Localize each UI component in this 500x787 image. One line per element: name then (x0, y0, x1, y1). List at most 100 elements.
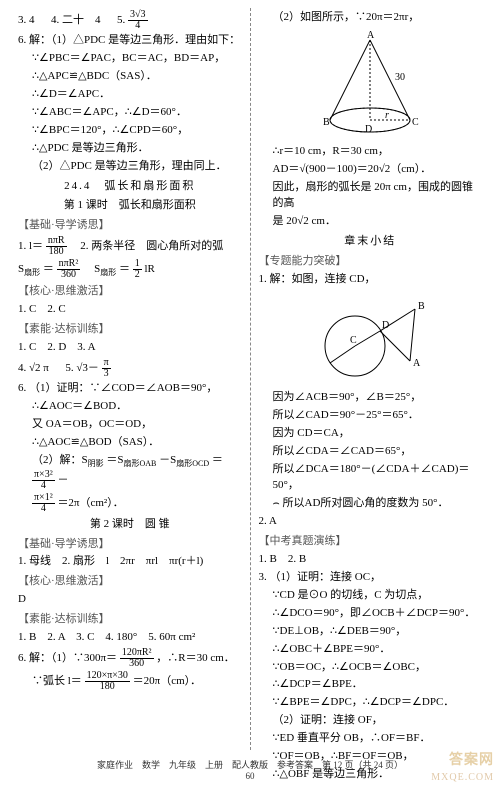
left-column: 3. 4 4. 二十 4 5. 3√3 4 6. 解：（1）△PDC 是等边三角… (12, 8, 248, 750)
text: （2）解：S (32, 454, 88, 466)
text-line: ∵ED 垂直平分 OB，∴OF＝BF． (259, 731, 483, 747)
text-line: ∴∠OBC＋∠BPE＝90°． (259, 642, 483, 658)
column-divider (250, 8, 251, 750)
bracket-heading: 【核心·思维激活】 (18, 574, 242, 590)
item: 3. 4 (18, 14, 35, 26)
text: － (57, 474, 68, 486)
right-column: （2）如图所示，∵20π＝2πr， A B C D r 30 ∴r＝10 cm，… (253, 8, 489, 750)
text-line: S扇形 ＝ nπR² 360 S扇形 ＝ 1 2 lR (18, 259, 242, 280)
svg-text:30: 30 (395, 72, 405, 83)
text-line: 所以∠CAD＝90°－25°＝65°． (259, 408, 483, 424)
text: ＝ (119, 263, 130, 275)
text-line: 3. 4 4. 二十 4 5. 3√3 4 (18, 10, 242, 31)
text: ＝S (106, 454, 123, 466)
bracket-heading: 【中考真题演练】 (259, 534, 483, 550)
text-line: 6. （1）证明：∵∠COD＝∠AOB＝90°， (18, 381, 242, 397)
arc-notation: ⌢ (273, 497, 280, 509)
sub-heading: 第 2 课时 圆 锥 (18, 517, 242, 533)
bracket-heading: 【基础·导学诱思】 (18, 537, 242, 553)
svg-text:C: C (412, 117, 419, 128)
text: lR (144, 263, 154, 275)
text-line: AD＝√(900－100)＝20√2（cm）． (259, 162, 483, 178)
bracket-heading: 【素能·达标训练】 (18, 322, 242, 338)
page-number: 60 (0, 771, 500, 781)
text-line: ∵∠PBC＝∠PAC，BC＝AC，BD＝AP， (18, 51, 242, 67)
text-line: 3. （1）证明：连接 OC， (259, 570, 483, 586)
text: S (83, 263, 100, 275)
fraction: π×3² 4 (32, 470, 55, 491)
text: ＝ (212, 454, 223, 466)
text-line: （2）如图所示，∵20π＝2πr， (259, 10, 483, 26)
watermark: 答案网 (449, 749, 494, 769)
text: －S (159, 454, 176, 466)
svg-text:D: D (365, 124, 372, 135)
text-line: ∵DE⊥OB，∴∠DEB＝90°， (259, 624, 483, 640)
text-line: （2）证明：连接 OF， (259, 713, 483, 729)
fraction: 120πR² 360 (120, 648, 154, 669)
text-line: D (18, 592, 242, 608)
text: ＝ (43, 263, 54, 275)
text: 1. l＝ (18, 240, 43, 252)
svg-text:A: A (367, 30, 375, 41)
text-line: ∵∠ABC＝∠APC，∴∠D＝60°． (18, 105, 242, 121)
fraction: 120×π×30 180 (85, 671, 130, 692)
text-line: ∴∠DCP＝∠BPE． (259, 677, 483, 693)
bracket-heading: 【核心·思维激活】 (18, 284, 242, 300)
text-line: ∵∠BPE＝∠DPC，∴∠DCP＝∠DPC． (259, 695, 483, 711)
text-line: ⌢ 所以AD所对圆心角的度数为 50°． (259, 496, 483, 512)
text: ＝2π（cm²）． (57, 497, 123, 509)
text-line: 6. 解：（1）△PDC 是等边三角形．理由如下： (18, 33, 242, 49)
text: ∵弧长 l＝ (32, 675, 82, 687)
page: 3. 4 4. 二十 4 5. 3√3 4 6. 解：（1）△PDC 是等边三角… (0, 0, 500, 750)
text-line: 所以∠CDA＝∠CAD＝65°， (259, 444, 483, 460)
text-line: ∵CD 是⊙O 的切线，C 为切点， (259, 588, 483, 604)
text-line: ∵弧长 l＝ 120×π×30 180 ＝20π（cm）． (18, 671, 242, 692)
text: 6. 解：（1）∵300π＝ (18, 652, 117, 664)
svg-text:D: D (382, 320, 389, 331)
text-line: ∵∠BPC＝120°，∴∠CPD＝60°， (18, 123, 242, 139)
text-line: 所以∠DCA＝180°－(∠CDA＋∠CAD)＝50°， (259, 462, 483, 494)
text-line: 1. B 2. B (259, 552, 483, 568)
text-line: ∴△APC≌△BDC（SAS）． (18, 69, 242, 85)
text-line: 1. 母线 2. 扇形 l 2πr πrl πr(r＋l) (18, 554, 242, 570)
text-line: 1. l＝ nπR 180 2. 两条半径 圆心角所对的弧 (18, 236, 242, 257)
circle-diagram: A B C D (310, 291, 430, 386)
text-line: （2）△PDC 是等边三角形，理由同上． (18, 159, 242, 175)
text: ＝20π（cm）． (133, 675, 202, 687)
watermark-url: MXQE.COM (431, 772, 494, 783)
text-line: 6. 解：（1）∵300π＝ 120πR² 360 ，∴R＝30 cm． (18, 648, 242, 669)
text-line: 1. B 2. A 3. C 4. 180° 5. 60π cm² (18, 630, 242, 646)
text-line: ∴∠DCO＝90°，即∠OCB＋∠DCP＝90°． (259, 606, 483, 622)
text-line: ∴∠D＝∠APC． (18, 87, 242, 103)
item: 4. 二十 4 (51, 14, 101, 26)
text-line: （2）解：S阴影 ＝S扇形OAB －S扇形OCD ＝ π×3² 4 － (18, 453, 242, 491)
fraction: nπR 180 (46, 236, 67, 257)
text: 4. √2 π (18, 362, 49, 374)
text-line: 1. C 2. D 3. A (18, 340, 242, 356)
item: 5. (117, 14, 128, 26)
bracket-heading: 【专题能力突破】 (259, 254, 483, 270)
text-line: 1. C 2. C (18, 302, 242, 318)
cone-diagram: A B C D r 30 (305, 30, 435, 140)
text-line: 2. A (259, 514, 483, 530)
text-line: ∴△AOC≌△BOD（SAS）． (18, 435, 242, 451)
svg-text:r: r (385, 110, 389, 121)
text-line: 因此，扇形的弧长是 20π cm，围成的圆锥的高 (259, 180, 483, 212)
bracket-heading: 【素能·达标训练】 (18, 612, 242, 628)
svg-text:B: B (418, 301, 425, 312)
text: 5. √3－ (65, 362, 99, 374)
text-line: 1. 解：如图，连接 CD， (259, 272, 483, 288)
text: ，∴R＝30 cm． (156, 652, 235, 664)
text: 2. 两条半径 圆心角所对的弧 (69, 240, 223, 252)
bracket-heading: 【基础·导学诱思】 (18, 218, 242, 234)
section-heading: 24.4 弧长和扇形面积 (18, 179, 242, 195)
text-line: 又 OA＝OB，OC＝OD， (18, 417, 242, 433)
text-line: π×1² 4 ＝2π（cm²）． (18, 493, 242, 514)
fraction: 3√3 4 (128, 10, 148, 31)
text-line: 因为∠ACB＝90°，∠B＝25°， (259, 390, 483, 406)
page-footer: 家庭作业 数学 九年级 上册 配人教版 参考答案 第 12 页（共 24 页） … (0, 758, 500, 781)
text-line: 因为 CD＝CA， (259, 426, 483, 442)
fraction: π×1² 4 (32, 493, 55, 514)
text-line: 是 20√2 cm． (259, 214, 483, 230)
footer-text: 家庭作业 数学 九年级 上册 配人教版 参考答案 第 12 页（共 24 页） (0, 758, 500, 771)
